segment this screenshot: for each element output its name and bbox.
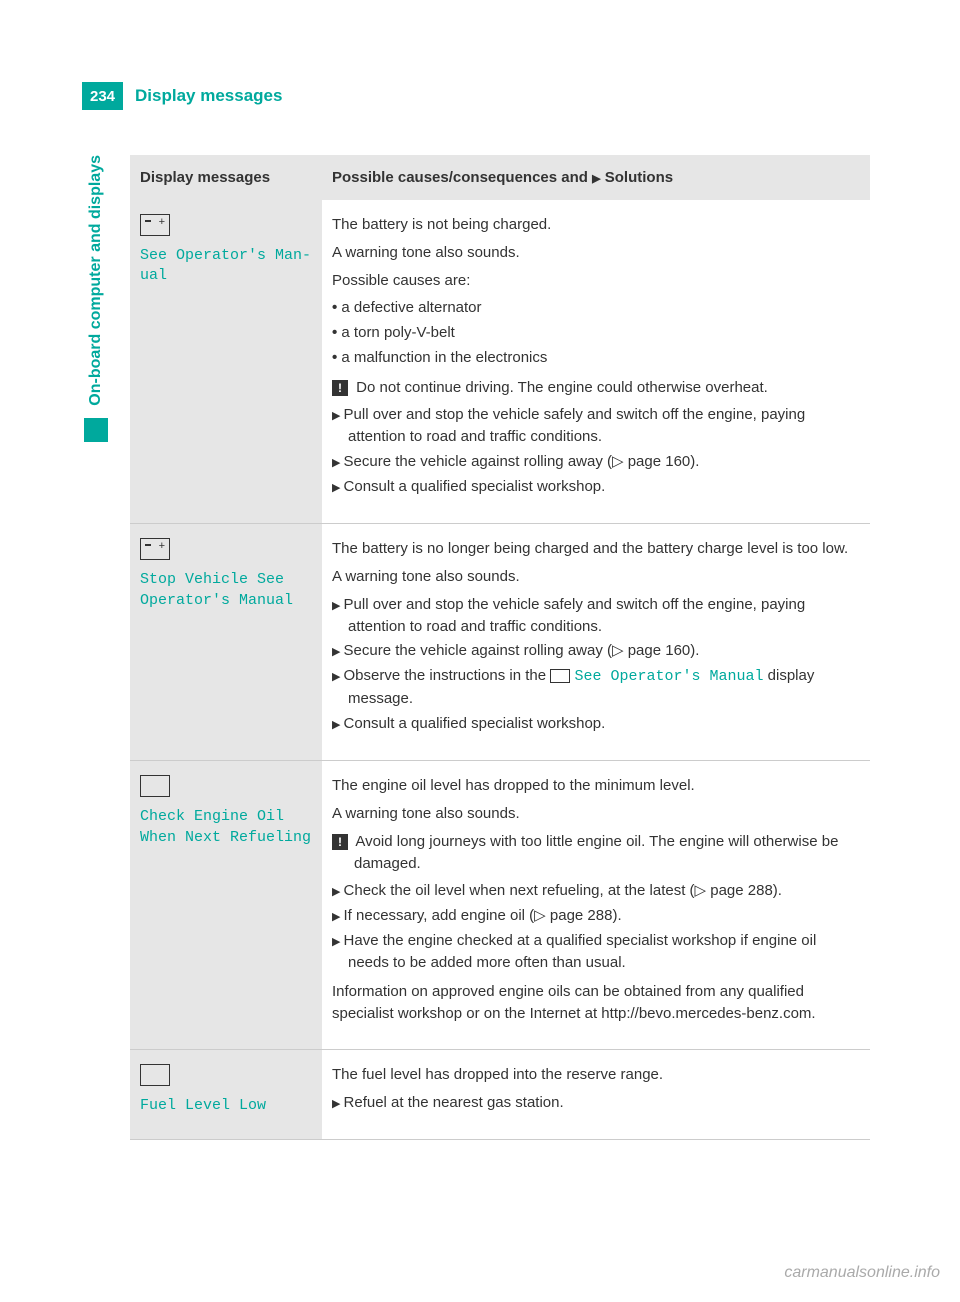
table-head-left: Display messages [130, 155, 322, 200]
intro-text: The battery is no longer being charged a… [332, 538, 860, 560]
intro-text: Possible causes are: [332, 270, 860, 292]
intro-text: The battery is not being charged. [332, 214, 860, 236]
message-text: Check Engine Oil When Next Refueling [140, 807, 312, 848]
warning-icon: ! [332, 834, 348, 850]
side-tab-label: On-board computer and displays [87, 155, 105, 406]
action-item: Observe the instructions in the See Oper… [332, 665, 860, 710]
action-item: Check the oil level when next refueling,… [332, 880, 860, 902]
messages-table: Display messages Possible causes/consequ… [130, 155, 870, 1140]
action-item: Secure the vehicle against rolling away … [332, 640, 860, 662]
oil-icon [140, 775, 170, 797]
battery-icon [550, 669, 570, 683]
page-header: 234 Display messages [82, 82, 294, 110]
message-text: See Operator's Man- ual [140, 246, 312, 287]
message-text: Fuel Level Low [140, 1096, 312, 1116]
intro-text: A warning tone also sounds. [332, 803, 860, 825]
table-row: Stop Vehicle See Operator's Manual The ba… [130, 524, 870, 761]
action-item: Consult a qualified specialist workshop. [332, 476, 860, 498]
solution-cell: The battery is no longer being charged a… [322, 524, 870, 761]
header-title: Display messages [123, 82, 294, 110]
message-text: Stop Vehicle See Operator's Manual [140, 570, 312, 611]
action-list: Pull over and stop the vehicle safely an… [332, 594, 860, 735]
intro-text: The fuel level has dropped into the rese… [332, 1064, 860, 1086]
solution-cell: The battery is not being charged. A warni… [322, 200, 870, 524]
battery-icon [140, 214, 170, 236]
warning-line: ! Avoid long journeys with too little en… [332, 831, 860, 875]
warning-line: ! Do not continue driving. The engine co… [332, 377, 860, 399]
table-row: Check Engine Oil When Next Refueling The … [130, 761, 870, 1050]
side-tab: On-board computer and displays [82, 155, 110, 442]
action-item: Have the engine checked at a qualified s… [332, 930, 860, 974]
head-right-suffix: Solutions [601, 169, 674, 186]
watermark: carmanualsonline.info [784, 1264, 940, 1282]
bullet-list: a defective alternator a torn poly-V-belt… [332, 297, 860, 368]
outro-text: Information on approved engine oils can … [332, 981, 860, 1025]
message-cell: See Operator's Man- ual [130, 200, 322, 524]
action-item: Pull over and stop the vehicle safely an… [332, 594, 860, 638]
action-list: Pull over and stop the vehicle safely an… [332, 404, 860, 497]
battery-icon [140, 538, 170, 560]
solution-cell: The fuel level has dropped into the rese… [322, 1049, 870, 1140]
intro-text: A warning tone also sounds. [332, 566, 860, 588]
page-number: 234 [82, 82, 123, 110]
list-item: a malfunction in the electronics [332, 347, 860, 369]
head-right-prefix: Possible causes/consequences and [332, 169, 592, 186]
side-tab-marker [84, 418, 108, 442]
fuel-icon [140, 1064, 170, 1086]
message-cell: Stop Vehicle See Operator's Manual [130, 524, 322, 761]
action-item: If necessary, add engine oil (▷ page 288… [332, 905, 860, 927]
inline-message-text: See Operator's Manual [574, 668, 763, 685]
action-item: Consult a qualified specialist workshop. [332, 713, 860, 735]
intro-text: The engine oil level has dropped to the … [332, 775, 860, 797]
table-row: See Operator's Man- ualThe battery is no… [130, 200, 870, 524]
table-head-right: Possible causes/consequences and ▶ Solut… [322, 155, 870, 200]
main-content: Display messages Possible causes/consequ… [130, 155, 870, 1140]
action-list: Check the oil level when next refueling,… [332, 880, 860, 973]
message-cell: Fuel Level Low [130, 1049, 322, 1140]
table-row: Fuel Level Low The fuel level has dropped… [130, 1049, 870, 1140]
solution-cell: The engine oil level has dropped to the … [322, 761, 870, 1050]
message-cell: Check Engine Oil When Next Refueling [130, 761, 322, 1050]
action-list: Refuel at the nearest gas station. [332, 1092, 860, 1114]
arrow-icon: ▶ [592, 173, 600, 185]
action-item: Pull over and stop the vehicle safely an… [332, 404, 860, 448]
action-item: Refuel at the nearest gas station. [332, 1092, 860, 1114]
list-item: a torn poly-V-belt [332, 322, 860, 344]
intro-text: A warning tone also sounds. [332, 242, 860, 264]
list-item: a defective alternator [332, 297, 860, 319]
warning-icon: ! [332, 380, 348, 396]
action-item: Secure the vehicle against rolling away … [332, 451, 860, 473]
